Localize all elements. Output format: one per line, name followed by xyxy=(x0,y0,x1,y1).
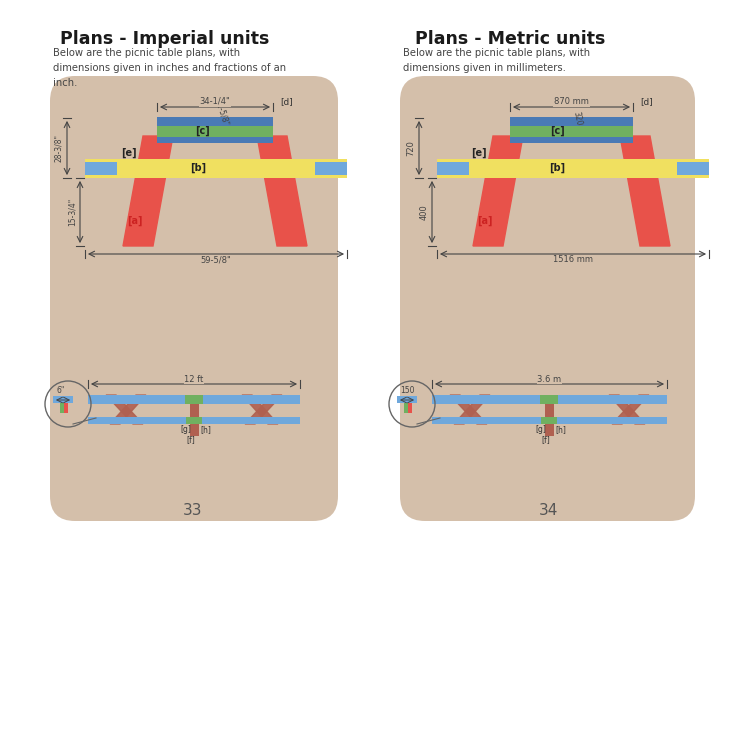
Text: Plans - Imperial units: Plans - Imperial units xyxy=(60,30,269,48)
Bar xyxy=(186,417,202,424)
Text: Plans - Metric units: Plans - Metric units xyxy=(415,30,606,48)
Text: 3.6 m: 3.6 m xyxy=(537,375,562,383)
Bar xyxy=(510,118,633,143)
Polygon shape xyxy=(106,395,143,424)
Text: [g]: [g] xyxy=(535,425,546,434)
Bar xyxy=(432,395,667,404)
Text: 12-5/8": 12-5/8" xyxy=(213,98,230,127)
Text: 12 ft: 12 ft xyxy=(185,375,204,383)
Text: 400: 400 xyxy=(420,204,428,220)
Text: 28-3/8": 28-3/8" xyxy=(54,134,63,162)
Text: [h]: [h] xyxy=(200,425,211,434)
Bar xyxy=(510,137,633,143)
Polygon shape xyxy=(245,395,282,424)
Polygon shape xyxy=(110,395,146,424)
Bar xyxy=(190,404,199,436)
Polygon shape xyxy=(473,136,523,246)
Polygon shape xyxy=(454,395,490,424)
Bar xyxy=(545,404,554,436)
Text: [d]: [d] xyxy=(280,97,293,106)
Bar xyxy=(85,159,347,178)
Bar xyxy=(157,118,273,143)
Bar xyxy=(677,162,709,175)
Text: [f]: [f] xyxy=(186,435,195,444)
Polygon shape xyxy=(257,136,307,246)
Text: [e]: [e] xyxy=(121,148,137,158)
Text: [h]: [h] xyxy=(555,425,566,434)
Bar xyxy=(437,159,709,178)
Text: [c]: [c] xyxy=(550,126,565,136)
Text: 6": 6" xyxy=(57,386,66,395)
Text: [d]: [d] xyxy=(640,97,653,106)
Polygon shape xyxy=(612,395,649,424)
Bar xyxy=(541,417,557,424)
Text: 15-3/4": 15-3/4" xyxy=(68,198,77,226)
Bar xyxy=(64,403,68,413)
Bar xyxy=(85,162,117,175)
Text: 1516 mm: 1516 mm xyxy=(553,255,593,264)
Bar xyxy=(88,417,300,424)
Text: 870 mm: 870 mm xyxy=(554,97,589,106)
Text: [b]: [b] xyxy=(549,163,565,173)
Text: [a]: [a] xyxy=(127,216,143,226)
Text: 33: 33 xyxy=(183,503,202,518)
Text: [a]: [a] xyxy=(477,216,492,226)
Bar xyxy=(88,395,300,404)
Bar xyxy=(540,395,558,404)
Text: [b]: [b] xyxy=(190,163,206,173)
Text: 720: 720 xyxy=(406,140,416,156)
Polygon shape xyxy=(242,395,278,424)
Bar xyxy=(510,117,633,126)
Bar xyxy=(157,137,273,143)
Text: Below are the picnic table plans, with
dimensions given in inches and fractions : Below are the picnic table plans, with d… xyxy=(53,48,286,88)
FancyBboxPatch shape xyxy=(50,76,338,521)
Bar xyxy=(60,403,66,413)
Bar xyxy=(315,162,347,175)
Bar xyxy=(53,396,73,403)
Text: [e]: [e] xyxy=(471,148,486,158)
Polygon shape xyxy=(450,395,487,424)
Bar xyxy=(408,403,412,413)
Bar xyxy=(437,162,469,175)
Polygon shape xyxy=(620,136,670,246)
Text: 320: 320 xyxy=(572,111,584,127)
Text: [g]: [g] xyxy=(180,425,191,434)
Text: [f]: [f] xyxy=(541,435,550,444)
Text: 59-5/8": 59-5/8" xyxy=(201,255,231,264)
Polygon shape xyxy=(609,395,645,424)
FancyBboxPatch shape xyxy=(400,76,695,521)
Polygon shape xyxy=(123,136,173,246)
Bar xyxy=(397,396,417,403)
Bar xyxy=(404,403,410,413)
Text: 34: 34 xyxy=(538,503,558,518)
Text: Below are the picnic table plans, with
dimensions given in millimeters.: Below are the picnic table plans, with d… xyxy=(403,48,590,73)
Text: [c]: [c] xyxy=(195,126,210,136)
Text: 34-1/4": 34-1/4" xyxy=(199,97,230,106)
Bar xyxy=(432,417,667,424)
Text: 150: 150 xyxy=(400,386,414,395)
Bar xyxy=(157,117,273,126)
Bar xyxy=(185,395,203,404)
